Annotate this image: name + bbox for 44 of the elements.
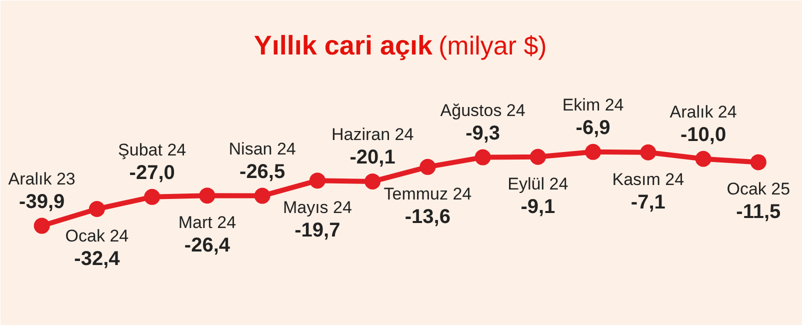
point [144, 188, 160, 205]
x-tick-label: Eylül 24 [508, 174, 568, 194]
x-tick-label: Ocak 24 [65, 226, 129, 246]
point [199, 188, 216, 204]
point [254, 188, 270, 204]
x-tick-label: Aralık 23 [8, 169, 76, 188]
chart-title: Yıllık cari açık [254, 30, 434, 60]
data-label: -9,1 [520, 196, 556, 218]
data-label: -9,3 [466, 122, 500, 144]
data-label: -19,7 [294, 220, 340, 242]
x-tick-label: Aralık 24 [670, 102, 737, 122]
data-label: -10,0 [680, 124, 726, 146]
x-tick-label: Mart 24 [178, 213, 236, 232]
x-tick-label: Kasım 24 [612, 170, 684, 189]
chart-subtitle: (milyar $) [438, 30, 547, 60]
point [34, 218, 50, 234]
point [585, 144, 602, 160]
x-tick-label: Ekim 24 [562, 95, 624, 114]
point [364, 173, 381, 190]
data-label: -39,9 [19, 190, 65, 213]
x-tick-label: Haziran 24 [331, 124, 414, 144]
data-label: -6,9 [576, 116, 610, 139]
point [530, 148, 546, 165]
point [309, 172, 326, 189]
data-label: -26,5 [240, 160, 286, 183]
point [640, 144, 656, 160]
x-tick-label: Temmuz 24 [384, 184, 472, 204]
point [88, 201, 105, 217]
data-label: -27,0 [129, 162, 175, 184]
point [695, 150, 712, 167]
point [420, 158, 436, 175]
data-label: -11,5 [736, 201, 781, 224]
data-label: -20,1 [350, 146, 396, 168]
data-label: -7,1 [630, 191, 666, 214]
x-tick-label: Ağustos 24 [440, 100, 526, 120]
data-label: -13,6 [404, 206, 450, 228]
data-label: -32,4 [74, 248, 121, 270]
x-tick-label: Nisan 24 [228, 139, 296, 158]
x-tick-label: Mayıs 24 [282, 198, 352, 218]
point [750, 154, 766, 170]
point [474, 149, 491, 166]
data-label: -26,4 [184, 234, 231, 257]
x-tick-label: Şubat 24 [118, 140, 186, 160]
x-tick-label: Ocak 25 [726, 180, 790, 199]
